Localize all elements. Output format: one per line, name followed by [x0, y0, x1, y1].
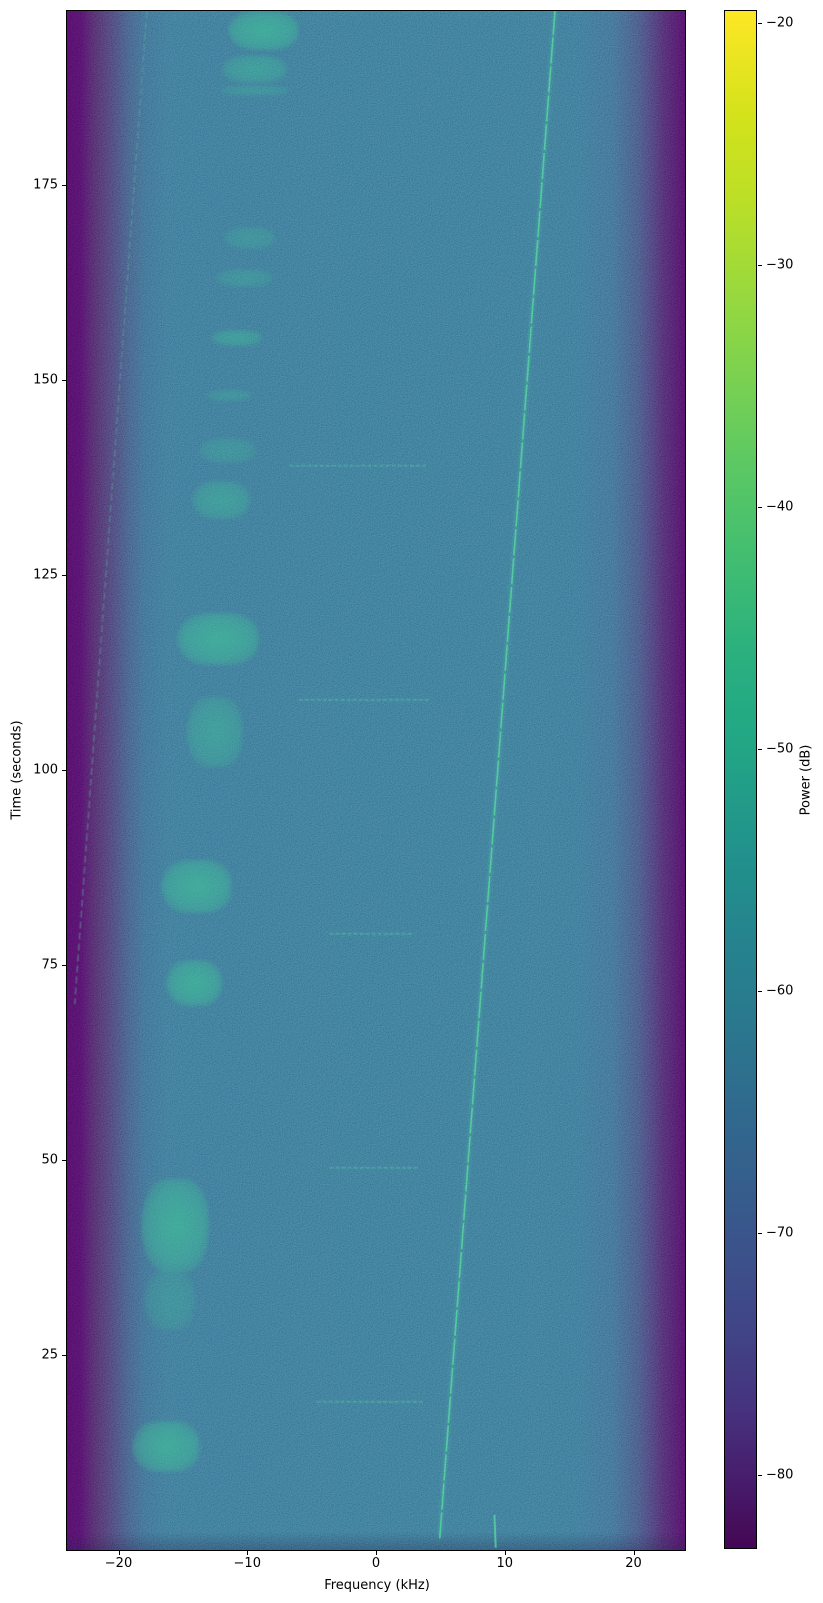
x-tick-label: 20: [625, 1556, 642, 1571]
x-axis-title: Frequency (kHz): [324, 1578, 430, 1593]
y-tick-mark: [62, 1159, 66, 1161]
x-tick-mark: [633, 1551, 635, 1555]
colorbar-tick-mark: [758, 1475, 762, 1477]
colorbar: [724, 10, 757, 1549]
transmission-burst: [216, 268, 273, 287]
colorbar-tick-label: −30: [766, 257, 794, 273]
transmission-burst: [192, 480, 251, 520]
x-tick-mark: [118, 1551, 120, 1555]
colorbar-tick-mark: [758, 749, 762, 751]
x-tick-mark: [504, 1551, 506, 1555]
transmission-burst: [162, 859, 232, 913]
y-tick-label: 150: [33, 372, 58, 388]
transmission-burst: [229, 11, 299, 51]
colorbar-tick-mark: [758, 265, 762, 267]
y-tick-mark: [62, 184, 66, 186]
transmission-burst: [187, 696, 243, 767]
x-tick-mark: [376, 1551, 377, 1555]
spectrogram-plot-area: [66, 10, 686, 1551]
transmission-burst: [206, 389, 252, 402]
x-tick-label: −10: [233, 1556, 261, 1571]
colorbar-tick-label: −20: [766, 15, 794, 31]
colorbar-tick-mark: [758, 991, 762, 993]
y-tick-label: 100: [33, 762, 58, 778]
y-tick-label: 75: [41, 957, 58, 973]
y-tick-mark: [62, 1354, 66, 1356]
colorbar-tick-mark: [758, 507, 762, 509]
y-tick-mark: [62, 964, 66, 966]
noise-texture-overlay: [67, 11, 685, 1550]
transmission-burst: [200, 437, 256, 463]
x-tick-label: −20: [104, 1556, 133, 1571]
x-tick-label: 0: [371, 1556, 381, 1571]
y-axis-title: Time (seconds): [9, 720, 25, 820]
colorbar-tick-mark: [758, 1233, 762, 1235]
transmission-burst: [220, 84, 290, 97]
y-tick-mark: [62, 769, 66, 771]
y-tick-label: 25: [41, 1347, 58, 1363]
y-tick-label: 50: [41, 1152, 58, 1168]
y-tick-label: 125: [33, 567, 58, 583]
transmission-burst: [224, 227, 275, 249]
colorbar-tick-label: −60: [766, 983, 794, 999]
colorbar-tick-label: −50: [766, 741, 794, 757]
transmission-burst: [178, 612, 260, 666]
x-tick-label: 10: [496, 1556, 514, 1571]
colorbar-tick-mark: [758, 23, 762, 25]
spectrogram-feature-layer: [74, 11, 557, 1548]
colorbar-title: Power (dB): [798, 744, 814, 816]
colorbar-tick-label: −70: [766, 1225, 794, 1241]
y-tick-mark: [62, 379, 66, 381]
transmission-burst: [166, 959, 223, 1007]
y-tick-label: 175: [33, 177, 58, 193]
transmission-burst: [132, 1420, 200, 1472]
transmission-burst: [141, 1179, 209, 1272]
y-tick-mark: [62, 574, 66, 576]
transmission-burst: [144, 1269, 196, 1330]
x-tick-mark: [247, 1551, 249, 1555]
transmission-burst: [222, 54, 288, 83]
colorbar-tick-label: −80: [766, 1467, 794, 1483]
transmission-burst: [211, 330, 263, 346]
colorbar-tick-label: −40: [766, 499, 794, 515]
